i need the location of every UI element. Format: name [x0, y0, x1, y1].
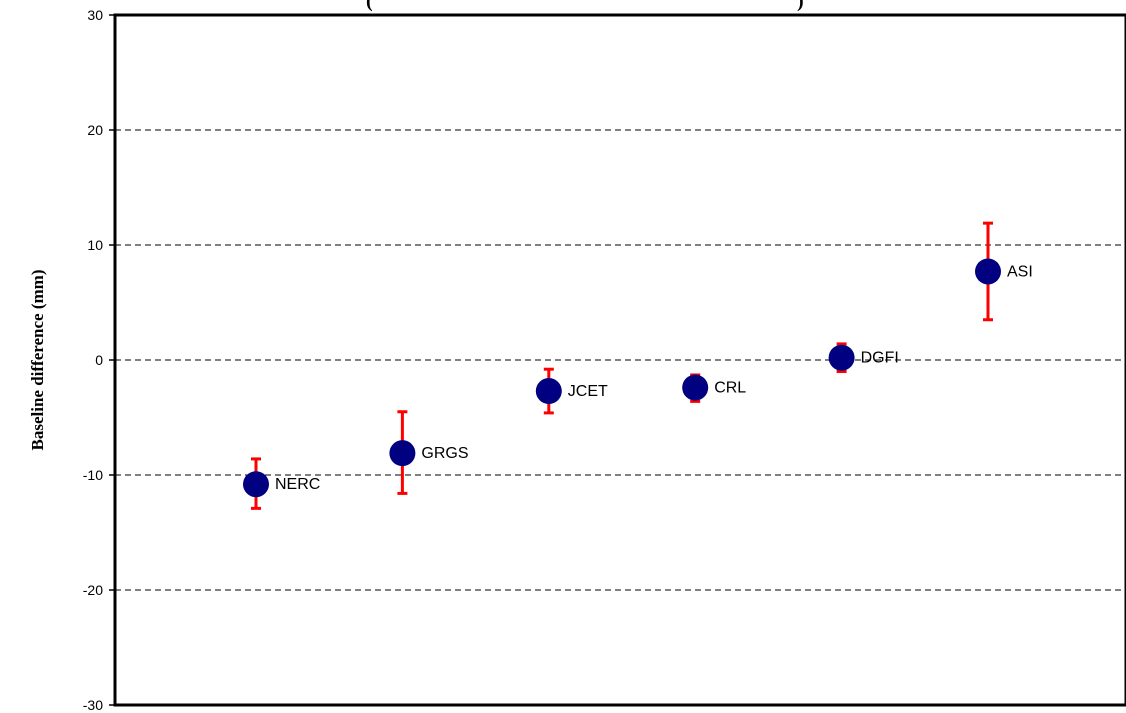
data-point: [975, 258, 1001, 285]
y-axis-label: Baseline difference (mm): [28, 270, 47, 451]
y-tick-label: -20: [83, 582, 103, 598]
plot-frame: [113, 13, 1126, 707]
point-labels: NERC GRGS JCET CRL DGFI ASI: [275, 263, 1033, 493]
point-label: GRGS: [421, 445, 468, 462]
y-tick-label: 20: [87, 122, 103, 138]
y-tick-label: 0: [95, 352, 103, 368]
point-label: JCET: [568, 383, 608, 400]
point-label: NERC: [275, 476, 320, 493]
grid-lines: [109, 14, 1126, 706]
data-point: [389, 440, 416, 467]
chart-title-end: ): [797, 0, 804, 12]
data-point: [243, 471, 269, 498]
y-tick-label: -30: [83, 697, 103, 713]
y-tick-labels: -30 -20 -10 0 10 20 30: [83, 7, 103, 713]
data-point: [828, 344, 855, 371]
point-label: DGFI: [861, 350, 899, 367]
y-tick-label: 10: [87, 237, 103, 253]
data-point: [682, 374, 709, 401]
y-tick-label: -10: [83, 467, 103, 483]
y-tick-label: 30: [87, 7, 103, 23]
chart-title: (: [366, 0, 373, 12]
point-label: ASI: [1007, 263, 1033, 280]
data-point: [535, 378, 562, 405]
data-points: [243, 258, 1001, 498]
point-label: CRL: [714, 380, 746, 397]
